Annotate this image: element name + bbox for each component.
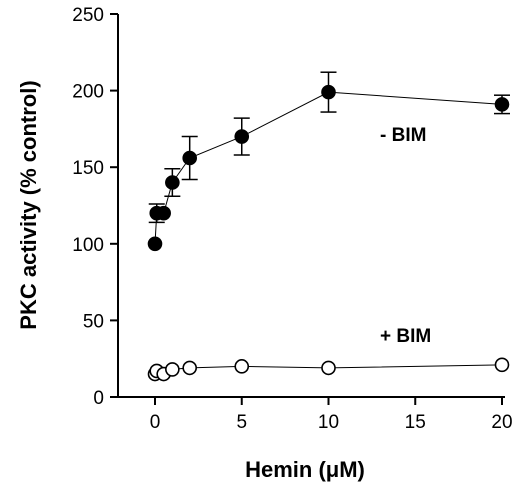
data-point [234,129,250,144]
data-point [321,84,336,100]
x-ticks: 0 5 10 15 20 [150,397,513,433]
series-plus-bim [147,357,510,382]
axes [117,14,505,398]
series-minus-bim [147,71,510,252]
series-label-plus-bim: + BIM [380,326,431,347]
x-tick-label: 5 [236,412,247,433]
series-label-minus-bim: - BIM [380,125,426,146]
series-layer [147,71,510,382]
data-point [494,357,510,373]
series-line-minus-bim [154,91,503,244]
y-tick-label: 250 [72,5,104,26]
data-point [494,97,510,112]
data-point [182,150,197,166]
y-axis-title: PKC activity (% control) [16,80,41,329]
x-tick-label: 10 [318,412,339,433]
y-ticks: 0 50 100 150 200 250 [72,5,118,409]
x-axis-title: Hemin (μM) [245,457,365,482]
y-tick-label: 50 [83,311,104,332]
y-tick-label: 200 [72,82,104,103]
x-tick-label: 20 [491,412,512,433]
y-tick-label: 0 [93,388,104,409]
data-point [165,362,180,377]
data-point [147,236,163,252]
data-point [321,360,336,376]
x-tick-label: 0 [150,412,161,433]
x-tick-label: 15 [405,412,426,433]
data-point [182,360,197,376]
y-tick-label: 150 [72,158,104,179]
y-tick-label: 100 [72,235,104,256]
data-point [156,205,171,221]
data-point [234,359,250,374]
data-point [165,175,180,190]
